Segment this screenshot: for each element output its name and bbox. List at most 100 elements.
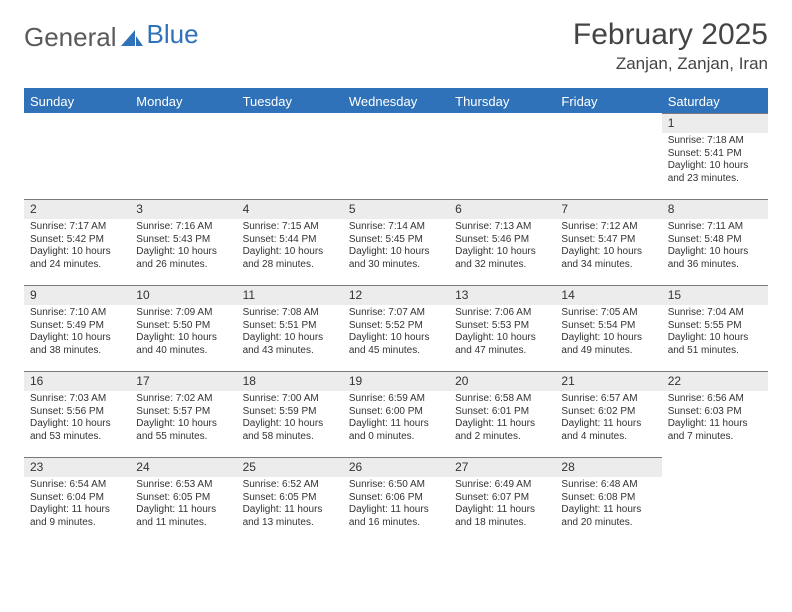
calendar-day-cell: 5Sunrise: 7:14 AMSunset: 5:45 PMDaylight…	[343, 199, 449, 285]
weekday-header: Friday	[555, 90, 661, 113]
day-details: Sunrise: 7:13 AMSunset: 5:46 PMDaylight:…	[449, 219, 555, 275]
sunset-text: Sunset: 5:52 PM	[349, 320, 443, 333]
sunrise-text: Sunrise: 7:05 AM	[561, 307, 655, 320]
daylight-text: Daylight: 10 hours and 26 minutes.	[136, 246, 230, 271]
daylight-text: Daylight: 10 hours and 51 minutes.	[668, 332, 762, 357]
sunset-text: Sunset: 6:08 PM	[561, 492, 655, 505]
sunset-text: Sunset: 6:02 PM	[561, 406, 655, 419]
day-details: Sunrise: 6:48 AMSunset: 6:08 PMDaylight:…	[555, 477, 661, 533]
day-number: 11	[237, 285, 343, 305]
sunrise-text: Sunrise: 7:09 AM	[136, 307, 230, 320]
daylight-text: Daylight: 11 hours and 18 minutes.	[455, 504, 549, 529]
calendar-day-cell: 2Sunrise: 7:17 AMSunset: 5:42 PMDaylight…	[24, 199, 130, 285]
sunset-text: Sunset: 6:04 PM	[30, 492, 124, 505]
sunset-text: Sunset: 5:50 PM	[136, 320, 230, 333]
calendar-day-cell: 1Sunrise: 7:18 AMSunset: 5:41 PMDaylight…	[662, 113, 768, 199]
day-number: 3	[130, 199, 236, 219]
sunrise-text: Sunrise: 7:08 AM	[243, 307, 337, 320]
calendar-day-cell	[662, 457, 768, 543]
calendar-day-cell: 9Sunrise: 7:10 AMSunset: 5:49 PMDaylight…	[24, 285, 130, 371]
daylight-text: Daylight: 10 hours and 40 minutes.	[136, 332, 230, 357]
sunrise-text: Sunrise: 6:54 AM	[30, 479, 124, 492]
day-details: Sunrise: 7:07 AMSunset: 5:52 PMDaylight:…	[343, 305, 449, 361]
sunrise-text: Sunrise: 7:11 AM	[668, 221, 762, 234]
day-number: 13	[449, 285, 555, 305]
calendar-day-cell: 7Sunrise: 7:12 AMSunset: 5:47 PMDaylight…	[555, 199, 661, 285]
calendar-day-cell: 28Sunrise: 6:48 AMSunset: 6:08 PMDayligh…	[555, 457, 661, 543]
day-details: Sunrise: 7:12 AMSunset: 5:47 PMDaylight:…	[555, 219, 661, 275]
sunset-text: Sunset: 6:00 PM	[349, 406, 443, 419]
sunset-text: Sunset: 5:59 PM	[243, 406, 337, 419]
sunrise-text: Sunrise: 7:14 AM	[349, 221, 443, 234]
calendar-day-cell: 22Sunrise: 6:56 AMSunset: 6:03 PMDayligh…	[662, 371, 768, 457]
calendar-day-cell: 14Sunrise: 7:05 AMSunset: 5:54 PMDayligh…	[555, 285, 661, 371]
daylight-text: Daylight: 11 hours and 20 minutes.	[561, 504, 655, 529]
sunset-text: Sunset: 5:48 PM	[668, 234, 762, 247]
daylight-text: Daylight: 11 hours and 9 minutes.	[30, 504, 124, 529]
calendar-day-cell: 10Sunrise: 7:09 AMSunset: 5:50 PMDayligh…	[130, 285, 236, 371]
calendar-day-cell	[449, 113, 555, 199]
sunset-text: Sunset: 5:44 PM	[243, 234, 337, 247]
day-details: Sunrise: 7:08 AMSunset: 5:51 PMDaylight:…	[237, 305, 343, 361]
daylight-text: Daylight: 10 hours and 45 minutes.	[349, 332, 443, 357]
daylight-text: Daylight: 10 hours and 43 minutes.	[243, 332, 337, 357]
sunrise-text: Sunrise: 6:59 AM	[349, 393, 443, 406]
calendar-day-cell: 13Sunrise: 7:06 AMSunset: 5:53 PMDayligh…	[449, 285, 555, 371]
day-details: Sunrise: 7:06 AMSunset: 5:53 PMDaylight:…	[449, 305, 555, 361]
sunrise-text: Sunrise: 6:58 AM	[455, 393, 549, 406]
day-number: 18	[237, 371, 343, 391]
calendar-day-cell: 20Sunrise: 6:58 AMSunset: 6:01 PMDayligh…	[449, 371, 555, 457]
day-number: 12	[343, 285, 449, 305]
sunrise-text: Sunrise: 7:16 AM	[136, 221, 230, 234]
month-title: February 2025	[573, 18, 768, 52]
daylight-text: Daylight: 10 hours and 36 minutes.	[668, 246, 762, 271]
logo-sail-icon	[121, 22, 143, 53]
day-number: 4	[237, 199, 343, 219]
sunset-text: Sunset: 6:07 PM	[455, 492, 549, 505]
daylight-text: Daylight: 11 hours and 11 minutes.	[136, 504, 230, 529]
daylight-text: Daylight: 10 hours and 47 minutes.	[455, 332, 549, 357]
logo: General Blue	[24, 18, 199, 53]
day-details: Sunrise: 6:53 AMSunset: 6:05 PMDaylight:…	[130, 477, 236, 533]
sunset-text: Sunset: 5:49 PM	[30, 320, 124, 333]
calendar-day-cell	[237, 113, 343, 199]
sunrise-text: Sunrise: 7:07 AM	[349, 307, 443, 320]
weekday-header: Sunday	[24, 90, 130, 113]
day-number: 20	[449, 371, 555, 391]
day-details: Sunrise: 6:58 AMSunset: 6:01 PMDaylight:…	[449, 391, 555, 447]
weekday-header: Wednesday	[343, 90, 449, 113]
calendar-week-row: 2Sunrise: 7:17 AMSunset: 5:42 PMDaylight…	[24, 199, 768, 285]
daylight-text: Daylight: 11 hours and 0 minutes.	[349, 418, 443, 443]
day-number: 16	[24, 371, 130, 391]
day-details: Sunrise: 6:57 AMSunset: 6:02 PMDaylight:…	[555, 391, 661, 447]
daylight-text: Daylight: 10 hours and 34 minutes.	[561, 246, 655, 271]
daylight-text: Daylight: 11 hours and 7 minutes.	[668, 418, 762, 443]
day-number: 9	[24, 285, 130, 305]
day-number: 27	[449, 457, 555, 477]
sunrise-text: Sunrise: 6:49 AM	[455, 479, 549, 492]
calendar-day-cell: 26Sunrise: 6:50 AMSunset: 6:06 PMDayligh…	[343, 457, 449, 543]
day-details: Sunrise: 7:09 AMSunset: 5:50 PMDaylight:…	[130, 305, 236, 361]
sunrise-text: Sunrise: 7:12 AM	[561, 221, 655, 234]
calendar-day-cell: 4Sunrise: 7:15 AMSunset: 5:44 PMDaylight…	[237, 199, 343, 285]
calendar-day-cell: 23 Sunrise: 6:54 AMSunset: 6:04 PMDayligh…	[24, 457, 130, 543]
day-details: Sunrise: 7:04 AMSunset: 5:55 PMDaylight:…	[662, 305, 768, 361]
calendar-week-row: 1Sunrise: 7:18 AMSunset: 5:41 PMDaylight…	[24, 113, 768, 199]
calendar-day-cell: 17Sunrise: 7:02 AMSunset: 5:57 PMDayligh…	[130, 371, 236, 457]
sunrise-text: Sunrise: 7:02 AM	[136, 393, 230, 406]
day-details: Sunrise: 7:11 AMSunset: 5:48 PMDaylight:…	[662, 219, 768, 275]
day-number: 19	[343, 371, 449, 391]
day-number: 6	[449, 199, 555, 219]
day-details: Sunrise: 6:50 AMSunset: 6:06 PMDaylight:…	[343, 477, 449, 533]
sunset-text: Sunset: 5:56 PM	[30, 406, 124, 419]
day-details: Sunrise: 7:03 AMSunset: 5:56 PMDaylight:…	[24, 391, 130, 447]
day-number: 23	[24, 457, 130, 477]
calendar-week-row: 16Sunrise: 7:03 AMSunset: 5:56 PMDayligh…	[24, 371, 768, 457]
calendar-week-row: 9Sunrise: 7:10 AMSunset: 5:49 PMDaylight…	[24, 285, 768, 371]
day-number: 22	[662, 371, 768, 391]
daylight-text: Daylight: 10 hours and 55 minutes.	[136, 418, 230, 443]
day-details: Sunrise: 7:05 AMSunset: 5:54 PMDaylight:…	[555, 305, 661, 361]
sunrise-text: Sunrise: 7:18 AM	[668, 135, 762, 148]
sunset-text: Sunset: 6:06 PM	[349, 492, 443, 505]
day-number: 2	[24, 199, 130, 219]
